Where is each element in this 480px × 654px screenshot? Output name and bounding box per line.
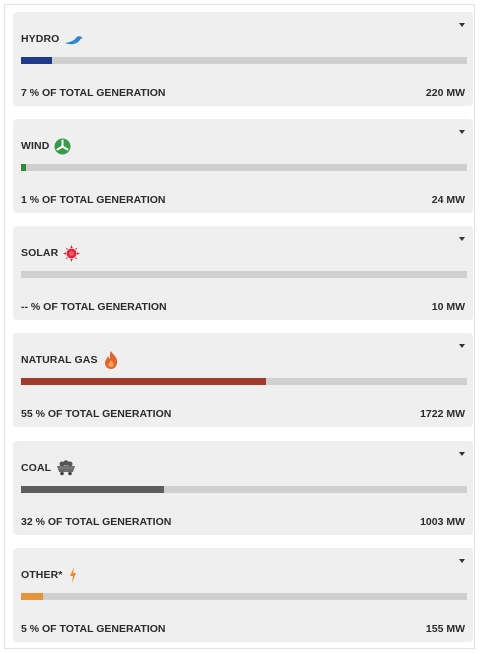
expand-caret-icon[interactable]: [459, 559, 465, 563]
card-label: HYDRO: [21, 33, 60, 45]
share-bar-fill: [21, 57, 53, 64]
percent-of-total: -- % OF TOTAL GENERATION: [21, 301, 167, 313]
share-bar-fill: [21, 593, 44, 600]
share-bar: [21, 164, 467, 171]
card-title: SOLAR: [21, 243, 81, 263]
percent-of-total: 32 % OF TOTAL GENERATION: [21, 516, 172, 528]
share-bar-fill: [21, 486, 164, 493]
expand-caret-icon[interactable]: [459, 452, 465, 456]
card-label: NATURAL GAS: [21, 354, 98, 366]
card-title: OTHER*: [21, 565, 79, 585]
card-label: COAL: [21, 462, 52, 474]
card-natural-gas[interactable]: NATURAL GAS 55 % OF TOTAL GENERATION 172…: [13, 333, 473, 427]
megawatts-value: 155 MW: [425, 623, 465, 635]
card-wind[interactable]: WIND 1 % OF TOTAL GENERATION 24 MW: [13, 119, 473, 213]
share-bar: [21, 593, 467, 600]
megawatts-value: 10 MW: [431, 301, 465, 313]
megawatts-value: 1722 MW: [420, 408, 465, 420]
expand-caret-icon[interactable]: [459, 130, 465, 134]
percent-of-total: 1 % OF TOTAL GENERATION: [21, 194, 166, 206]
card-hydro[interactable]: HYDRO 7 % OF TOTAL GENERATION 220 MW: [13, 12, 473, 106]
card-label: SOLAR: [21, 247, 59, 259]
card-solar[interactable]: SOLAR -- % OF TOTAL GENERATION 10 MW: [13, 226, 473, 320]
percent-of-total: 7 % OF TOTAL GENERATION: [21, 87, 166, 99]
expand-caret-icon[interactable]: [459, 237, 465, 241]
megawatts-value: 220 MW: [425, 87, 465, 99]
megawatts-value: 1003 MW: [420, 516, 465, 528]
percent-of-total: 5 % OF TOTAL GENERATION: [21, 623, 166, 635]
card-coal[interactable]: COAL 32 % OF TOTAL GENERATION 1003 MW: [13, 441, 473, 535]
lightning-bolt-icon: [67, 566, 79, 584]
flame-icon: [103, 350, 119, 370]
card-label: OTHER*: [21, 569, 63, 581]
card-label: WIND: [21, 140, 50, 152]
share-bar: [21, 271, 467, 278]
card-title: NATURAL GAS: [21, 350, 119, 370]
expand-caret-icon[interactable]: [459, 23, 465, 27]
share-bar-fill: [21, 164, 26, 171]
coal-cart-icon: [56, 460, 76, 476]
expand-caret-icon[interactable]: [459, 344, 465, 348]
card-title: COAL: [21, 458, 76, 478]
generation-panel: HYDRO 7 % OF TOTAL GENERATION 220 MW WIN…: [4, 4, 475, 649]
share-bar-fill: [21, 378, 267, 385]
wind-turbine-icon: [54, 138, 71, 155]
percent-of-total: 55 % OF TOTAL GENERATION: [21, 408, 172, 420]
card-title: HYDRO: [21, 29, 84, 49]
sun-icon: [63, 244, 81, 262]
megawatts-value: 24 MW: [431, 194, 465, 206]
share-bar: [21, 57, 467, 64]
share-bar: [21, 378, 467, 385]
card-other[interactable]: OTHER* 5 % OF TOTAL GENERATION 155 MW: [13, 548, 473, 642]
share-bar: [21, 486, 467, 493]
card-title: WIND: [21, 136, 71, 156]
hydro-wave-icon: [64, 32, 84, 46]
